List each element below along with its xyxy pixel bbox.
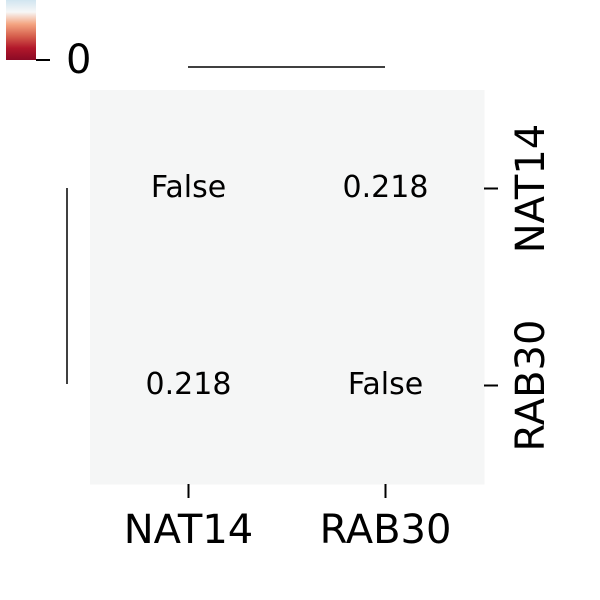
x-tick-label: NAT14 <box>124 507 254 553</box>
cell-annotation: 0.218 <box>146 367 232 402</box>
y-tick-label: NAT14 <box>508 124 554 254</box>
colorbar <box>6 0 36 60</box>
cell-annotation: 0.218 <box>343 170 429 205</box>
y-tick-label: RAB30 <box>508 320 554 452</box>
colorbar-tick-label: 0 <box>66 37 91 83</box>
heatmap-cell <box>287 287 485 485</box>
heatmap-cell <box>90 90 288 288</box>
x-tick-label: RAB30 <box>320 507 452 553</box>
cell-annotation: False <box>151 170 226 205</box>
heatmap-cell <box>287 90 485 288</box>
heatmap-cell <box>90 287 288 485</box>
cell-annotation: False <box>348 367 423 402</box>
